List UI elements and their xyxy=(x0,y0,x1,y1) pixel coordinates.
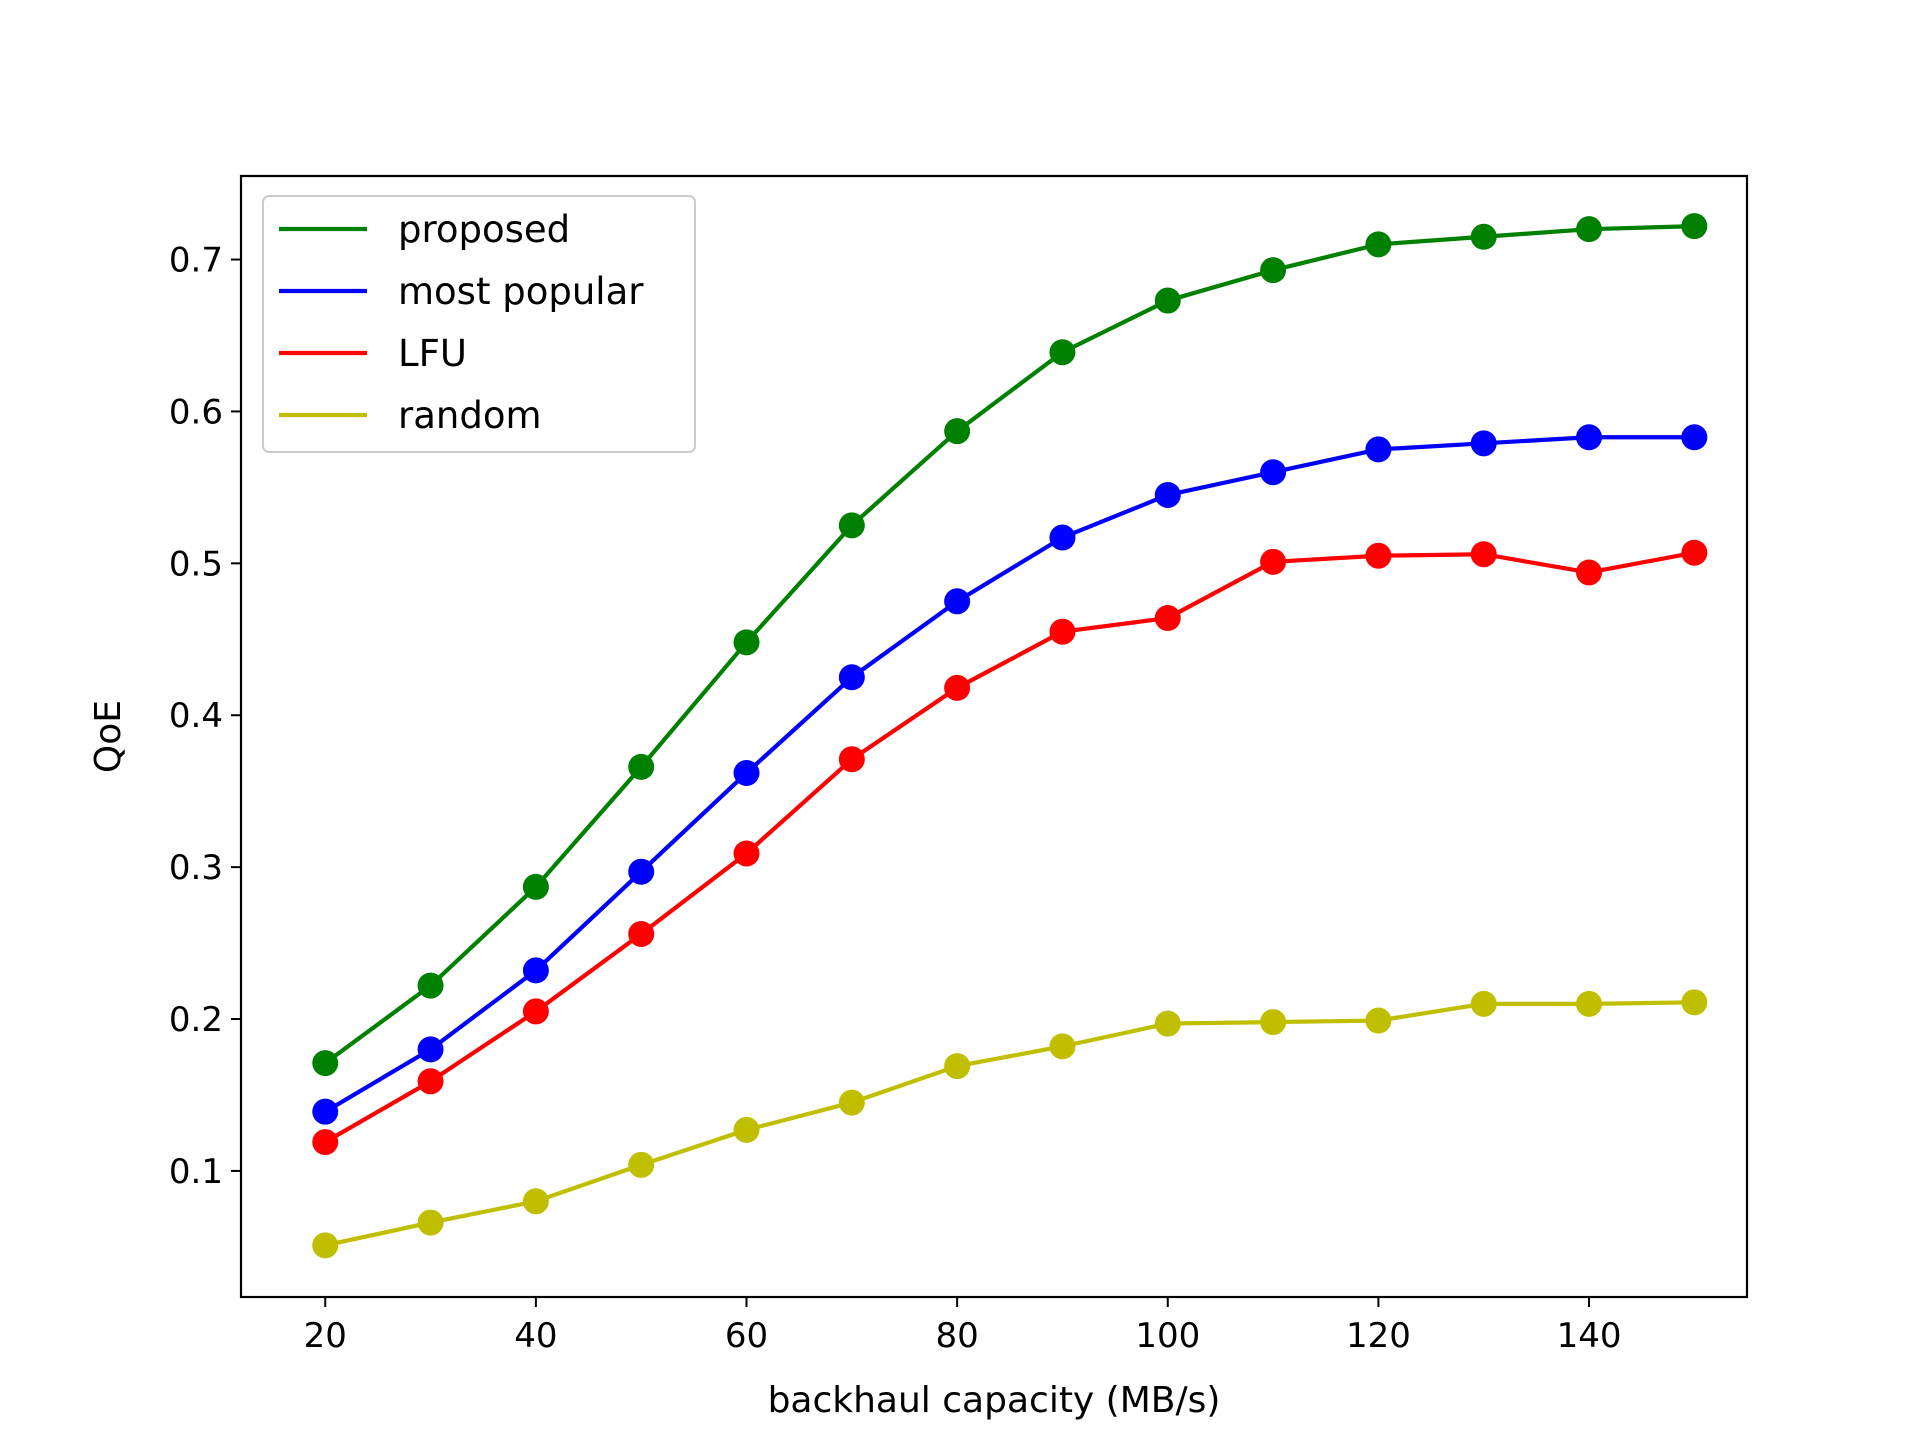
y-axis-ticks: 0.1 0.2 0.3 0.4 0.5 0.6 0.7 xyxy=(169,241,241,1192)
series-random xyxy=(312,989,1708,1259)
data-point xyxy=(1260,459,1287,486)
data-point xyxy=(1681,424,1708,451)
data-point xyxy=(733,1116,760,1143)
data-point xyxy=(628,858,655,885)
legend-label: random xyxy=(398,394,542,437)
data-point xyxy=(522,873,549,900)
data-point xyxy=(312,1129,339,1156)
x-tick-label: 100 xyxy=(1135,1316,1200,1356)
y-tick-label: 0.3 xyxy=(169,848,223,888)
data-point xyxy=(944,418,971,445)
data-point xyxy=(1470,541,1497,568)
data-point xyxy=(838,512,865,539)
data-point xyxy=(522,1188,549,1215)
data-point xyxy=(522,957,549,984)
x-axis-label: backhaul capacity (MB/s) xyxy=(768,1380,1221,1421)
data-point xyxy=(1154,605,1181,632)
data-point xyxy=(944,674,971,701)
legend-label: most popular xyxy=(398,270,644,313)
data-point xyxy=(522,998,549,1025)
data-point xyxy=(733,629,760,656)
x-tick-label: 80 xyxy=(936,1316,979,1356)
x-tick-label: 20 xyxy=(304,1316,347,1356)
series-line xyxy=(324,224,1695,1065)
series-most-popular xyxy=(312,424,1708,1125)
data-point xyxy=(417,1068,444,1095)
y-tick-label: 0.1 xyxy=(169,1152,223,1192)
data-point xyxy=(1260,548,1287,575)
legend: proposed most popular LFU random xyxy=(262,195,696,453)
data-point xyxy=(838,1089,865,1116)
series-proposed xyxy=(312,213,1708,1077)
data-point xyxy=(628,920,655,947)
plot-area: 20 40 60 80 100 120 140 0.1 0.2 0.3 0.4 0.5 0.6 0.7 xyxy=(169,213,1708,1356)
y-tick-label: 0.4 xyxy=(169,696,223,736)
data-point xyxy=(1576,559,1603,586)
data-point xyxy=(312,1232,339,1259)
data-point xyxy=(628,753,655,780)
data-point xyxy=(628,1151,655,1178)
x-tick-label: 120 xyxy=(1346,1316,1411,1356)
data-point xyxy=(1154,1010,1181,1037)
data-point xyxy=(838,664,865,691)
data-point xyxy=(1681,213,1708,240)
y-tick-label: 0.7 xyxy=(169,241,223,281)
data-point xyxy=(1470,430,1497,457)
series-layer xyxy=(312,213,1708,1259)
data-point xyxy=(1049,524,1076,551)
data-point xyxy=(1681,539,1708,566)
data-point xyxy=(838,746,865,773)
data-point xyxy=(1681,989,1708,1016)
data-point xyxy=(1365,542,1392,569)
data-point xyxy=(1260,257,1287,284)
legend-box xyxy=(262,195,696,453)
data-point xyxy=(1049,1033,1076,1060)
data-point xyxy=(1576,216,1603,243)
data-point xyxy=(1365,436,1392,463)
axes-frame xyxy=(239,174,1749,1299)
data-point xyxy=(1576,990,1603,1017)
data-point xyxy=(1260,1009,1287,1036)
data-point xyxy=(417,1209,444,1236)
data-point xyxy=(1470,223,1497,250)
data-point xyxy=(944,588,971,615)
data-point xyxy=(733,840,760,867)
data-point xyxy=(312,1050,339,1077)
y-tick-label: 0.6 xyxy=(169,392,223,432)
data-point xyxy=(1049,618,1076,645)
legend-label: LFU xyxy=(398,332,467,375)
data-point xyxy=(1154,481,1181,508)
x-tick-label: 40 xyxy=(514,1316,557,1356)
data-point xyxy=(1154,287,1181,314)
y-tick-label: 0.2 xyxy=(169,1000,223,1040)
data-point xyxy=(312,1098,339,1125)
data-point xyxy=(1365,1007,1392,1034)
x-tick-label: 60 xyxy=(725,1316,768,1356)
x-tick-label: 140 xyxy=(1557,1316,1622,1356)
data-point xyxy=(733,759,760,786)
data-point xyxy=(1470,990,1497,1017)
y-tick-label: 0.5 xyxy=(169,544,223,584)
legend-label: proposed xyxy=(398,208,570,251)
data-point xyxy=(417,1036,444,1063)
series-line xyxy=(324,550,1695,1144)
series-line xyxy=(324,1000,1695,1248)
y-axis-label: QoE xyxy=(88,700,129,773)
data-point xyxy=(417,972,444,999)
data-point xyxy=(1365,231,1392,258)
data-point xyxy=(1576,424,1603,451)
x-axis-ticks: 20 40 60 80 100 120 140 xyxy=(304,1297,1622,1356)
series-lfu xyxy=(312,539,1708,1156)
series-line xyxy=(324,435,1695,1114)
data-point xyxy=(944,1053,971,1080)
data-point xyxy=(1049,339,1076,366)
